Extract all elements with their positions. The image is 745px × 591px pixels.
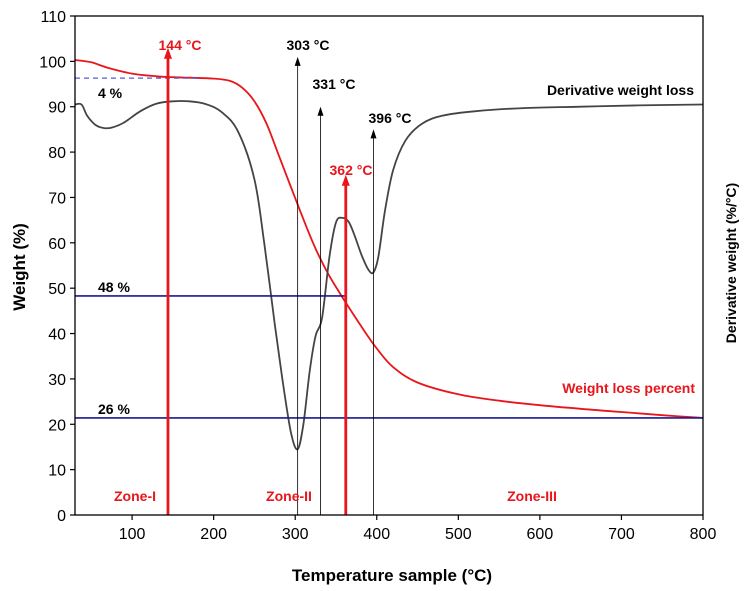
hline-label-48: 48 % — [98, 279, 130, 295]
plot-frame — [74, 15, 704, 516]
hline-label-26: 26 % — [98, 401, 130, 417]
x-tick-label-7: 800 — [690, 526, 717, 543]
x-tick-label-4: 500 — [445, 526, 472, 543]
marker-arrow-0 — [163, 47, 172, 59]
marker-label-396: 396 °C — [369, 110, 412, 126]
y-tick-label-1: 10 — [48, 463, 66, 480]
y-tick-label-11: 110 — [40, 9, 66, 26]
y-axis-label: Weight (%) — [10, 223, 29, 311]
y-tick-label-7: 70 — [48, 190, 66, 207]
series-line-0 — [74, 59, 704, 419]
zone-label-2: Zone-II — [266, 488, 312, 504]
y-tick-label-4: 40 — [48, 327, 66, 344]
y-tick-label-5: 50 — [48, 281, 66, 298]
marker-arrow-1 — [294, 56, 301, 66]
y-tick-label-6: 60 — [48, 236, 66, 253]
marker-arrow-3 — [341, 174, 350, 186]
reference-lines-layer — [75, 77, 703, 419]
marker-label-303: 303 °C — [287, 37, 330, 53]
x-axis-label: Temperature sample (°C) — [292, 566, 492, 585]
y-tick-label-9: 90 — [48, 100, 66, 117]
marker-label-362: 362 °C — [330, 162, 373, 178]
x-tick-label-2: 300 — [282, 526, 309, 543]
y-tick-label-10: 100 — [39, 54, 66, 71]
y-axis-label-right: Derivative weight (%/°C) — [723, 183, 739, 343]
marker-arrow-2 — [317, 106, 324, 116]
hline-label-4: 4 % — [98, 85, 123, 101]
x-tick-label-1: 200 — [200, 526, 227, 543]
marker-label-331: 331 °C — [313, 76, 356, 92]
x-tick-label-6: 700 — [608, 526, 635, 543]
y-tick-label-0: 0 — [57, 508, 66, 525]
x-tick-label-3: 400 — [363, 526, 390, 543]
marker-arrow-4 — [370, 129, 377, 139]
axis-ticks-layer: 0 10 20 30 40 50 60 70 80 90 100 110 100 200 300 400 500… — [39, 9, 716, 543]
x-tick-label-5: 600 — [527, 526, 554, 543]
y-tick-label-2: 20 — [48, 417, 66, 434]
y-tick-label-8: 80 — [48, 145, 66, 162]
series-line-1 — [74, 100, 704, 451]
series-label-derivative: Derivative weight loss — [547, 82, 694, 98]
y-tick-label-3: 30 — [48, 372, 66, 389]
zone-label-1: Zone-I — [114, 488, 156, 504]
marker-label-144: 144 °C — [159, 37, 202, 53]
x-tick-label-0: 100 — [119, 526, 146, 543]
curves-layer — [74, 59, 704, 451]
zone-label-3: Zone-III — [507, 488, 557, 504]
temperature-markers-layer — [163, 47, 377, 515]
series-label-weight-loss: Weight loss percent — [562, 380, 695, 396]
